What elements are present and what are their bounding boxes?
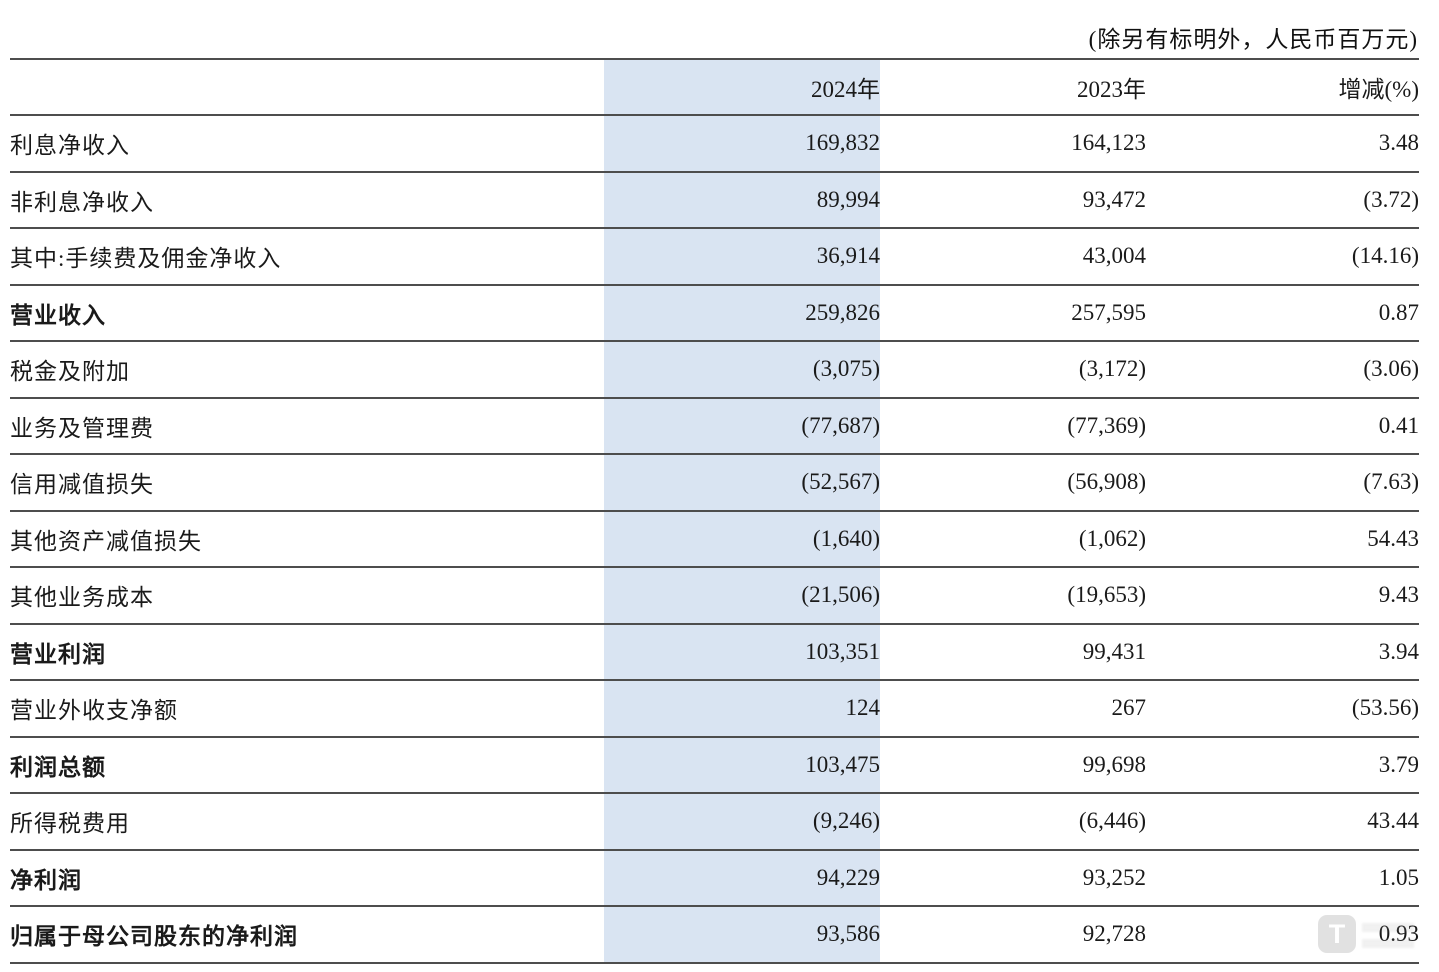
value-change: (3.06) xyxy=(1363,356,1419,382)
value-change: 43.44 xyxy=(1367,808,1419,834)
value-2024: 89,994 xyxy=(604,171,880,228)
row-label: 非利息净收入 xyxy=(10,189,154,215)
value-change: 3.79 xyxy=(1378,751,1419,777)
value-change: 1.05 xyxy=(1378,864,1419,890)
value-2023: (3,172) xyxy=(1078,356,1146,382)
tmtpost-logo-watermark: T xyxy=(1318,915,1356,953)
value-2023: (56,908) xyxy=(1067,469,1146,495)
table-row: 归属于母公司股东的净利润 93,586 92,728 0.93 xyxy=(10,906,1419,963)
row-label: 其他业务成本 xyxy=(10,585,154,611)
value-change: (7.63) xyxy=(1363,469,1419,495)
value-2024: (77,687) xyxy=(604,397,880,454)
value-2023: (6,446) xyxy=(1078,808,1146,834)
row-label: 净利润 xyxy=(10,867,82,893)
row-label: 业务及管理费 xyxy=(10,415,154,441)
value-2024: (3,075) xyxy=(604,341,880,398)
row-label: 营业利润 xyxy=(10,641,106,667)
value-2024: (21,506) xyxy=(604,567,880,624)
row-label: 其中:手续费及佣金净收入 xyxy=(10,246,282,272)
value-change: 9.43 xyxy=(1378,582,1419,608)
column-header-2024: 2024年 xyxy=(604,59,880,115)
row-label: 信用减值损失 xyxy=(10,472,154,498)
column-header-2023: 2023年 xyxy=(1077,77,1146,102)
row-label: 营业外收支净额 xyxy=(10,698,178,724)
value-change: 3.48 xyxy=(1378,130,1419,156)
table-row: 其他资产减值损失 (1,640) (1,062) 54.43 xyxy=(10,510,1419,567)
income-statement-table: 2024年 2023年 增减(%) 利息净收入 169,832 164,123 … xyxy=(10,58,1419,964)
value-2023: 99,698 xyxy=(1082,751,1146,777)
table-row: 非利息净收入 89,994 93,472 (3.72) xyxy=(10,171,1419,228)
value-change: (53.56) xyxy=(1351,695,1419,721)
value-change: (3.72) xyxy=(1363,186,1419,212)
row-label: 归属于母公司股东的净利润 xyxy=(10,924,298,950)
value-change: 3.94 xyxy=(1378,638,1419,664)
value-2023: (77,369) xyxy=(1067,412,1146,438)
table-row: 其他业务成本 (21,506) (19,653) 9.43 xyxy=(10,567,1419,624)
row-label: 营业收入 xyxy=(10,302,106,328)
table-row: 业务及管理费 (77,687) (77,369) 0.41 xyxy=(10,397,1419,454)
value-2024: 94,229 xyxy=(604,849,880,906)
value-2023: 257,595 xyxy=(1071,299,1146,325)
value-2023: 164,123 xyxy=(1071,130,1146,156)
value-2023: 93,472 xyxy=(1082,186,1146,212)
table-row: 其中:手续费及佣金净收入 36,914 43,004 (14.16) xyxy=(10,228,1419,285)
value-2024: 36,914 xyxy=(604,228,880,285)
value-2023: 99,431 xyxy=(1082,638,1146,664)
column-header-empty xyxy=(10,59,604,115)
table-body: 利息净收入 169,832 164,123 3.48 非利息净收入 89,994… xyxy=(10,115,1419,963)
unit-note: (除另有标明外，人民币百万元) xyxy=(1088,27,1418,52)
value-change: 0.93 xyxy=(1146,906,1419,963)
value-2024: (1,640) xyxy=(604,510,880,567)
value-2024: (9,246) xyxy=(604,793,880,850)
table-row: 净利润 94,229 93,252 1.05 xyxy=(10,849,1419,906)
value-2023: 93,252 xyxy=(1082,864,1146,890)
row-label: 所得税费用 xyxy=(10,811,130,837)
value-2023: 267 xyxy=(1111,695,1147,721)
header-row: 2024年 2023年 增减(%) xyxy=(10,59,1419,115)
table-row: 营业收入 259,826 257,595 0.87 xyxy=(10,284,1419,341)
value-2023: 92,728 xyxy=(1082,921,1146,947)
table-row: 信用减值损失 (52,567) (56,908) (7.63) xyxy=(10,454,1419,511)
value-2024: 259,826 xyxy=(604,284,880,341)
value-change: 0.87 xyxy=(1378,299,1419,325)
value-2024: 124 xyxy=(604,680,880,737)
watermark-text-smudge xyxy=(1362,920,1414,948)
row-label: 利息净收入 xyxy=(10,133,130,159)
value-change: 0.41 xyxy=(1378,412,1419,438)
row-label: 利润总额 xyxy=(10,754,106,780)
value-2023: 43,004 xyxy=(1082,243,1146,269)
table-header: 2024年 2023年 增减(%) xyxy=(10,59,1419,115)
row-label: 其他资产减值损失 xyxy=(10,528,202,554)
value-2024: 103,475 xyxy=(604,736,880,793)
column-header-change-pct: 增减(%) xyxy=(1338,77,1419,102)
value-2024: (52,567) xyxy=(604,454,880,511)
value-2024: 93,586 xyxy=(604,906,880,963)
value-change: 54.43 xyxy=(1367,525,1419,551)
row-label: 税金及附加 xyxy=(10,359,130,385)
table-row: 利润总额 103,475 99,698 3.79 xyxy=(10,736,1419,793)
watermark-letter: T xyxy=(1328,918,1346,949)
table-row: 税金及附加 (3,075) (3,172) (3.06) xyxy=(10,341,1419,398)
value-change: (14.16) xyxy=(1351,243,1419,269)
table-row: 营业利润 103,351 99,431 3.94 xyxy=(10,623,1419,680)
value-2024: 103,351 xyxy=(604,623,880,680)
table-row: 所得税费用 (9,246) (6,446) 43.44 xyxy=(10,793,1419,850)
value-2024: 169,832 xyxy=(604,115,880,172)
table-row: 利息净收入 169,832 164,123 3.48 xyxy=(10,115,1419,172)
value-2023: (1,062) xyxy=(1078,525,1146,551)
value-2023: (19,653) xyxy=(1067,582,1146,608)
table-row: 营业外收支净额 124 267 (53.56) xyxy=(10,680,1419,737)
